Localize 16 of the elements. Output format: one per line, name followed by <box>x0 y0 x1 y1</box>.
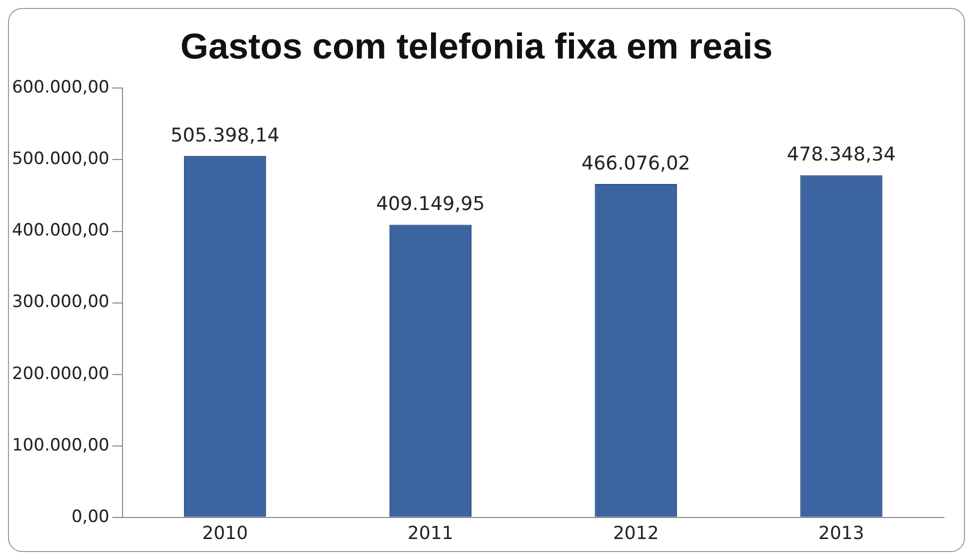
x-tick-label: 2012 <box>612 522 659 544</box>
y-tick-label: 400.000,00 <box>12 220 110 241</box>
x-tick-label: 2011 <box>408 522 454 544</box>
y-tick-label: 600.000,00 <box>12 78 110 98</box>
data-label: 466.076,02 <box>581 152 690 174</box>
y-tick-label: 0,00 <box>71 506 110 527</box>
y-tick-label: 500.000,00 <box>12 149 110 170</box>
chart-title: Gastos com telefonia fixa em reais <box>180 26 773 67</box>
x-tick-label: 2013 <box>818 522 864 544</box>
x-tick-label: 2010 <box>202 522 248 544</box>
y-tick-label: 100.000,00 <box>12 435 110 456</box>
data-label: 409.149,95 <box>376 193 485 216</box>
y-tick-label: 300.000,00 <box>12 292 110 312</box>
y-tick-label: 200.000,00 <box>12 364 110 384</box>
data-label: 505.398,14 <box>170 124 280 146</box>
data-label: 478.348,34 <box>786 144 896 166</box>
